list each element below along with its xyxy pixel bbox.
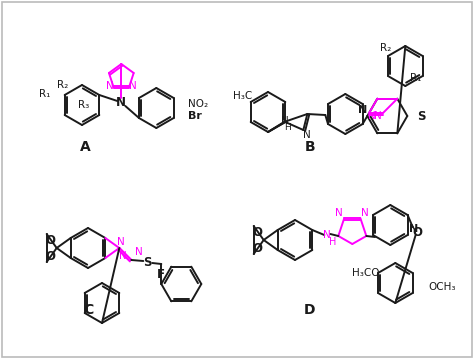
Text: R₁: R₁ <box>39 89 51 99</box>
Text: R₃: R₃ <box>78 100 89 110</box>
Text: O: O <box>413 225 423 238</box>
Text: N: N <box>362 208 369 218</box>
Text: N: N <box>136 247 143 257</box>
Text: Br: Br <box>188 111 201 121</box>
Text: A: A <box>80 140 91 154</box>
Text: N: N <box>129 80 137 90</box>
Text: C: C <box>83 303 93 317</box>
Text: N: N <box>118 237 125 247</box>
Text: N: N <box>336 208 343 218</box>
Text: N: N <box>374 111 382 121</box>
Text: R₂: R₂ <box>380 43 392 53</box>
Text: N: N <box>368 111 376 121</box>
Text: N: N <box>106 80 114 90</box>
Text: O: O <box>253 225 263 238</box>
Text: B: B <box>305 140 315 154</box>
Text: H₃C: H₃C <box>233 91 252 101</box>
Text: F: F <box>157 268 165 281</box>
Text: H: H <box>328 237 336 247</box>
Text: N: N <box>409 224 418 234</box>
Text: H₃CO: H₃CO <box>352 268 379 278</box>
Text: N: N <box>323 230 331 240</box>
Text: N: N <box>281 116 289 126</box>
Text: N: N <box>119 251 127 261</box>
Text: N: N <box>303 130 311 140</box>
Text: OCH₃: OCH₃ <box>428 282 456 292</box>
Text: S: S <box>143 256 152 269</box>
Text: O: O <box>253 242 263 255</box>
Text: N: N <box>116 97 126 109</box>
Text: R₂: R₂ <box>57 80 68 90</box>
Text: D: D <box>304 303 316 317</box>
Text: S: S <box>417 109 426 122</box>
Text: H: H <box>284 122 292 131</box>
Text: O: O <box>46 233 55 247</box>
Text: N: N <box>358 105 367 115</box>
Text: O: O <box>46 250 55 262</box>
Text: R₁: R₁ <box>410 73 422 83</box>
Text: NO₂: NO₂ <box>188 99 208 109</box>
